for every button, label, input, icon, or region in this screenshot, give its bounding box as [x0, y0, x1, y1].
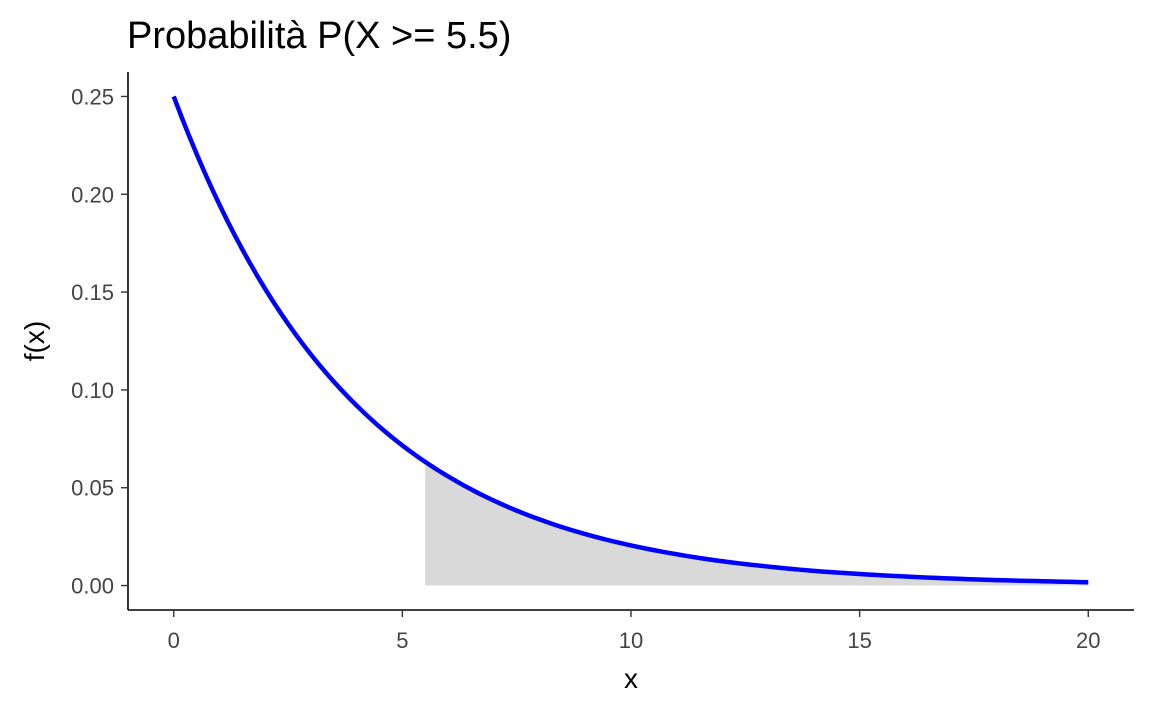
- x-tick-label: 20: [1076, 628, 1100, 653]
- x-tick-label: 5: [396, 628, 408, 653]
- shaded-area-p-x-ge-5-5: [425, 461, 1089, 586]
- chart-title: Probabilità P(X >= 5.5): [127, 15, 511, 57]
- x-tick-label: 15: [847, 628, 871, 653]
- y-tick-label: 0.00: [71, 574, 114, 599]
- x-axis-ticks: 0 5 10 15 20: [168, 610, 1101, 653]
- density-curve: [171, 95, 1089, 585]
- plot-area: [171, 95, 1089, 586]
- y-tick-label: 0.25: [71, 84, 114, 109]
- y-tick-label: 0.10: [71, 378, 114, 403]
- y-tick-label: 0.15: [71, 280, 114, 305]
- y-axis-title: f(x): [19, 321, 50, 361]
- y-tick-label: 0.05: [71, 476, 114, 501]
- y-tick-label: 0.20: [71, 182, 114, 207]
- x-tick-label: 10: [619, 628, 643, 653]
- y-axis-ticks: 0.00 0.05 0.10 0.15 0.20 0.25: [71, 84, 128, 599]
- x-tick-label: 0: [168, 628, 180, 653]
- x-axis-title: x: [624, 663, 638, 694]
